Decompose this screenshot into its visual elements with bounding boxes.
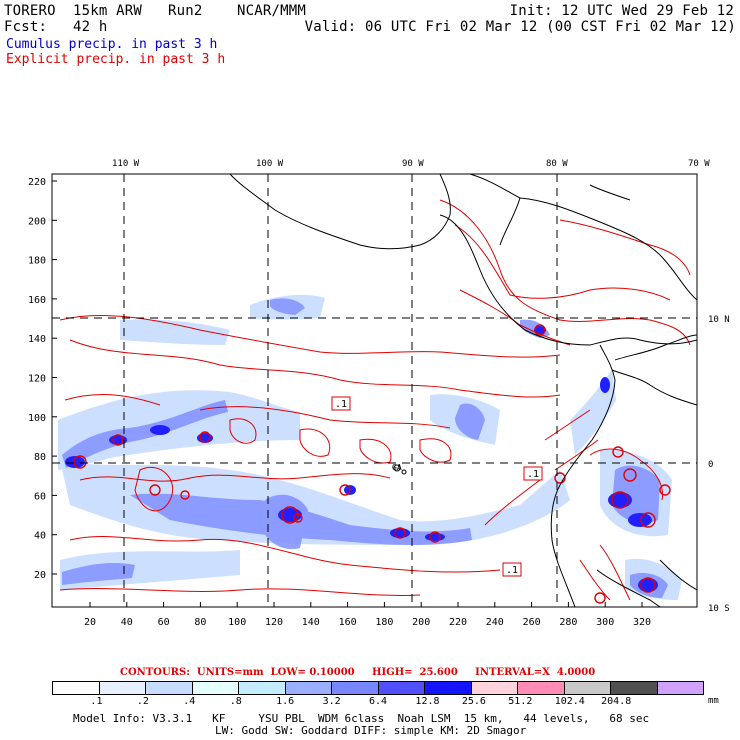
colorbar-swatch	[378, 682, 425, 694]
box-label-1: .1	[335, 399, 347, 410]
colorbar-label: 1.6	[276, 696, 295, 707]
colorbar-label: 25.6	[461, 696, 486, 707]
x-tick-label: 300	[596, 617, 614, 628]
colorbar-label: 204.8	[601, 696, 632, 707]
y-tick-labels: 220 200 180 160 140 120 100 80 60 40 20	[28, 177, 57, 581]
x-tick-label: 160	[339, 617, 357, 628]
init-time: Init: 12 UTC Wed 29 Feb 12	[509, 3, 734, 19]
colorbar-labels: .1 .2 .4 .8 1.6 3.2 6.4 12.8 25.6 51.2 102.4 204.8	[52, 696, 702, 708]
colorbar-swatch	[239, 682, 286, 694]
colorbar-swatch	[657, 682, 703, 694]
x-tick-label: 260	[523, 617, 541, 628]
x-tick-labels: 20 40 60 80 100 120 140 160 180 200 220 240 260 280 30…	[84, 602, 651, 628]
x-tick-label: 180	[375, 617, 393, 628]
y-tick-label: 80	[34, 452, 46, 463]
colorbar-label: 51.2	[508, 696, 533, 707]
cumulus-precip-label: Cumulus precip. in past 3 h	[6, 37, 218, 52]
box-label-3: .1	[506, 565, 518, 576]
y-tick-label: 120	[28, 374, 46, 385]
valid-time: Valid: 06 UTC Fri 02 Mar 12 (00 CST Fri …	[304, 19, 736, 35]
x-tick-label: 120	[265, 617, 283, 628]
colorbar-label: .1	[90, 696, 103, 707]
colorbar-swatch	[332, 682, 379, 694]
x-tick-label: 140	[302, 617, 320, 628]
colorbar-swatch	[425, 682, 472, 694]
latitude-labels: 10 N 0 10 S	[708, 315, 730, 614]
y-tick-label: 60	[34, 491, 46, 502]
forecast-hour: Fcst: 42 h	[4, 19, 108, 35]
colorbar-swatch	[518, 682, 565, 694]
explicit-precip-contours	[59, 199, 691, 601]
x-tick-label: 280	[559, 617, 577, 628]
y-tick-label: 180	[28, 256, 46, 267]
colorbar-swatch	[611, 682, 658, 694]
x-tick-label: 200	[412, 617, 430, 628]
y-tick-label: 200	[28, 216, 46, 227]
y-tick-label: 100	[28, 413, 46, 424]
galapagos-label: GA	[392, 463, 402, 472]
x-tick-label: 60	[158, 617, 170, 628]
colorbar-swatch	[99, 682, 146, 694]
y-tick-label: 40	[34, 531, 46, 542]
colorbar-label: 12.8	[415, 696, 440, 707]
graticule	[52, 174, 697, 607]
x-tick-label: 20	[84, 617, 96, 628]
longitude-labels: 110 W 100 W 90 W 80 W 70 W	[112, 159, 710, 169]
lon-label: 110 W	[112, 159, 140, 169]
contour-value-boxes	[331, 396, 543, 577]
model-title: TORERO 15km ARW Run2 NCAR/MMM	[4, 3, 307, 19]
y-tick-label: 20	[34, 570, 46, 581]
x-tick-label: 240	[486, 617, 504, 628]
colorbar-label: .8	[229, 696, 242, 707]
colorbar-swatch	[471, 682, 518, 694]
x-tick-label: 220	[449, 617, 467, 628]
model-info-line2: LW: Godd SW: Goddard DIFF: simple KM: 2D…	[215, 724, 527, 737]
medium-precip-areas	[62, 298, 668, 598]
x-tick-label: 80	[194, 617, 206, 628]
colorbar-swatch	[53, 682, 100, 694]
colorbar-swatch	[146, 682, 193, 694]
y-tick-label: 140	[28, 334, 46, 345]
lon-label: 100 W	[256, 159, 284, 169]
colorbar-label: .2	[136, 696, 149, 707]
colorbar-unit: mm	[708, 696, 719, 706]
lon-label: 70 W	[688, 159, 710, 169]
lat-label: 10 S	[708, 604, 730, 614]
lat-label: 10 N	[708, 315, 730, 325]
colorbar	[52, 681, 704, 695]
contours-info: CONTOURS: UNITS=mm LOW= 0.10000 HIGH= 25…	[120, 667, 596, 678]
colorbar-label: .4	[183, 696, 196, 707]
lat-label: 0	[708, 460, 713, 470]
colorbar-swatch	[192, 682, 239, 694]
colorbar-swatch	[564, 682, 611, 694]
x-tick-label: 100	[228, 617, 246, 628]
x-tick-label: 320	[633, 617, 651, 628]
rain-cells	[73, 324, 671, 604]
model-info-line1: Model Info: V3.3.1 KF YSU PBL WDM 6class…	[73, 712, 650, 725]
x-tick-label: 40	[121, 617, 133, 628]
y-tick-label: 220	[28, 177, 46, 188]
lon-label: 80 W	[546, 159, 568, 169]
box-label-2: .1	[527, 469, 539, 480]
y-tick-label: 160	[28, 295, 46, 306]
colorbar-swatch	[285, 682, 332, 694]
lon-label: 90 W	[402, 159, 424, 169]
colorbar-label: 102.4	[554, 696, 585, 707]
colorbar-label: 3.2	[322, 696, 341, 707]
explicit-precip-label: Explicit precip. in past 3 h	[6, 52, 226, 67]
colorbar-label: 6.4	[369, 696, 388, 707]
